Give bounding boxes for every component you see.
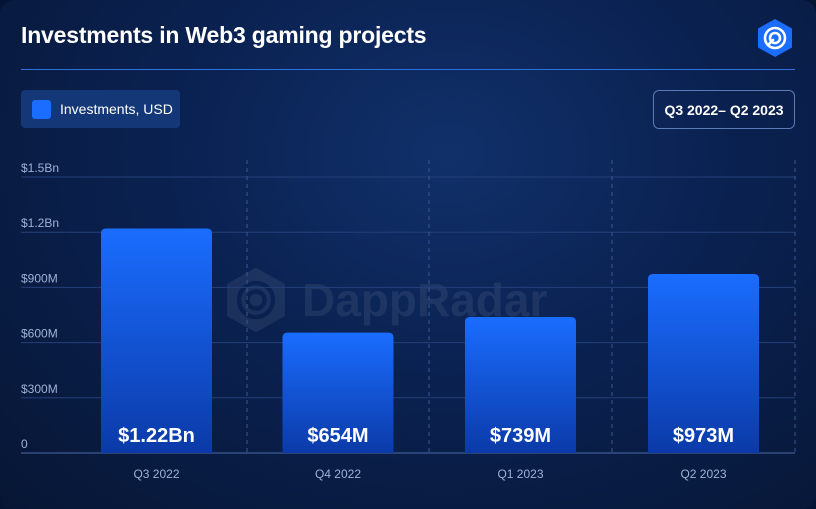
x-tick-label: Q4 2022 — [315, 467, 361, 481]
data-label: $654M — [307, 425, 368, 447]
chart-title: Investments in Web3 gaming projects — [21, 22, 427, 48]
data-label: $973M — [673, 425, 734, 447]
y-tick-label: 0 — [21, 437, 28, 451]
bar-q2-2023 — [648, 273, 759, 453]
x-tick-label: Q1 2023 — [497, 467, 543, 481]
x-tick-label: Q2 2023 — [680, 467, 726, 481]
period-badge: Q3 2022– Q2 2023 — [653, 90, 795, 129]
legend-label: Investments, USD — [60, 101, 173, 117]
x-tick-label: Q3 2022 — [133, 467, 179, 481]
legend: Investments, USD — [21, 90, 180, 128]
y-tick-label: $900M — [21, 271, 58, 285]
data-label: $1.22Bn — [118, 425, 195, 447]
y-tick-label: $1.2Bn — [21, 216, 59, 230]
bar-q4-2022 — [282, 332, 394, 453]
legend-swatch — [32, 99, 51, 119]
title-divider — [21, 69, 795, 70]
bar-q3-2022 — [101, 228, 212, 453]
y-tick-label: $1.5Bn — [21, 161, 59, 175]
bar-q1-2023 — [465, 317, 576, 453]
y-tick-label: $600M — [21, 327, 58, 341]
dappradar-logo-icon — [758, 19, 792, 57]
data-label: $739M — [490, 425, 551, 447]
y-tick-label: $300M — [21, 382, 58, 396]
